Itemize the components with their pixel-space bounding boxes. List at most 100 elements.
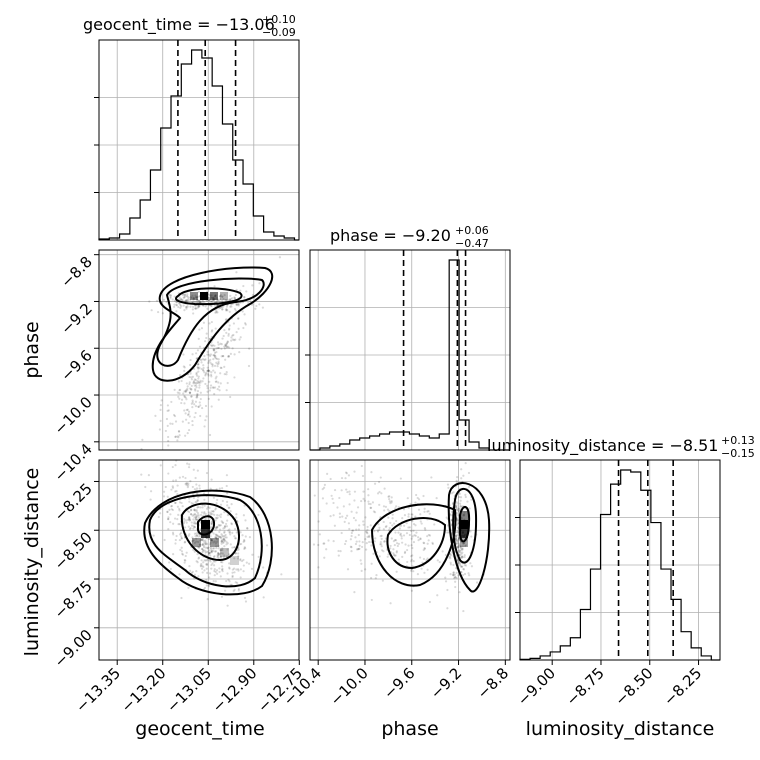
sample-point bbox=[194, 518, 197, 521]
sample-point bbox=[208, 298, 211, 301]
sample-point bbox=[217, 362, 220, 365]
sample-point bbox=[177, 380, 180, 383]
sample-point bbox=[237, 302, 240, 306]
sample-point bbox=[179, 303, 182, 307]
sample-point bbox=[180, 401, 183, 405]
sample-point bbox=[235, 513, 238, 516]
sample-point bbox=[457, 545, 460, 548]
sample-point bbox=[372, 510, 376, 513]
sample-point bbox=[180, 550, 184, 553]
sample-point bbox=[337, 554, 340, 557]
sample-point bbox=[225, 346, 228, 349]
sample-point bbox=[458, 544, 461, 547]
sample-point bbox=[216, 534, 219, 537]
sample-point bbox=[199, 301, 202, 304]
sample-point bbox=[239, 568, 242, 571]
sample-point bbox=[459, 551, 462, 554]
sample-point bbox=[392, 548, 395, 551]
sample-point bbox=[210, 375, 213, 378]
sample-point bbox=[449, 514, 452, 517]
sample-point bbox=[204, 539, 207, 542]
sample-point bbox=[196, 381, 199, 385]
sample-point bbox=[195, 298, 198, 301]
sample-point bbox=[194, 307, 197, 310]
sample-point bbox=[191, 539, 194, 542]
sample-point bbox=[349, 545, 352, 548]
sample-point bbox=[199, 539, 202, 542]
density-cell bbox=[460, 511, 468, 520]
sample-point bbox=[185, 521, 188, 524]
sample-point bbox=[206, 384, 209, 387]
sample-point bbox=[224, 344, 227, 348]
xtick-label-geocent_time-0: −13.35 bbox=[72, 664, 124, 716]
sample-point bbox=[220, 568, 224, 571]
sample-point bbox=[201, 551, 204, 554]
sample-point bbox=[417, 498, 421, 501]
sample-point bbox=[185, 408, 188, 412]
sample-point bbox=[183, 561, 186, 564]
sample-point bbox=[229, 297, 232, 300]
sample-point bbox=[219, 294, 223, 297]
sample-point bbox=[186, 387, 189, 390]
sample-point bbox=[226, 492, 229, 495]
sample-point bbox=[210, 371, 213, 374]
sample-point bbox=[446, 607, 449, 610]
sample-point bbox=[186, 408, 189, 411]
sample-point bbox=[370, 544, 373, 547]
sample-point bbox=[251, 284, 254, 287]
density-cell bbox=[220, 548, 229, 557]
sample-point bbox=[195, 396, 198, 399]
sample-point bbox=[237, 552, 240, 555]
sample-point bbox=[226, 309, 229, 312]
sample-point bbox=[454, 576, 457, 579]
sample-point bbox=[360, 562, 363, 565]
sample-point bbox=[242, 326, 245, 330]
sample-point bbox=[144, 485, 147, 489]
sample-point bbox=[210, 510, 213, 513]
sample-point bbox=[352, 516, 356, 520]
sample-point bbox=[196, 296, 199, 299]
sample-point bbox=[198, 487, 201, 490]
sample-point bbox=[231, 347, 234, 350]
sample-point bbox=[459, 496, 463, 499]
sample-point bbox=[456, 540, 459, 543]
sample-point bbox=[169, 294, 172, 297]
sample-point bbox=[224, 358, 227, 361]
sample-point bbox=[232, 322, 236, 325]
sample-point bbox=[187, 484, 190, 487]
frame-hist-phase bbox=[309, 249, 511, 451]
sample-point bbox=[217, 544, 220, 547]
sample-point bbox=[348, 527, 351, 531]
sample-point bbox=[178, 434, 181, 437]
sample-point bbox=[186, 299, 189, 302]
sample-point bbox=[411, 520, 414, 523]
sample-point bbox=[177, 302, 181, 305]
density-cell bbox=[460, 538, 468, 547]
sample-point bbox=[183, 390, 186, 393]
sample-point bbox=[350, 531, 353, 535]
sample-point bbox=[384, 525, 387, 529]
sample-point bbox=[192, 513, 195, 516]
sample-point bbox=[462, 609, 465, 613]
sample-point bbox=[395, 550, 398, 553]
sample-point bbox=[428, 512, 431, 515]
sample-point bbox=[228, 530, 231, 533]
sample-point bbox=[229, 395, 232, 399]
sample-point bbox=[186, 305, 189, 308]
sample-point bbox=[242, 295, 246, 299]
sample-point bbox=[419, 537, 422, 540]
sample-point bbox=[327, 539, 330, 542]
sample-point bbox=[391, 513, 394, 516]
sample-point bbox=[210, 304, 213, 307]
sample-point bbox=[198, 328, 201, 331]
sample-point bbox=[197, 496, 200, 499]
sample-point bbox=[347, 522, 350, 525]
sample-point bbox=[355, 511, 358, 514]
sample-point bbox=[214, 580, 217, 583]
sample-point bbox=[212, 348, 215, 352]
sample-point bbox=[169, 521, 172, 524]
sample-point bbox=[220, 540, 223, 543]
sample-point bbox=[216, 311, 219, 314]
sample-point bbox=[207, 374, 210, 377]
sample-point bbox=[187, 482, 190, 485]
